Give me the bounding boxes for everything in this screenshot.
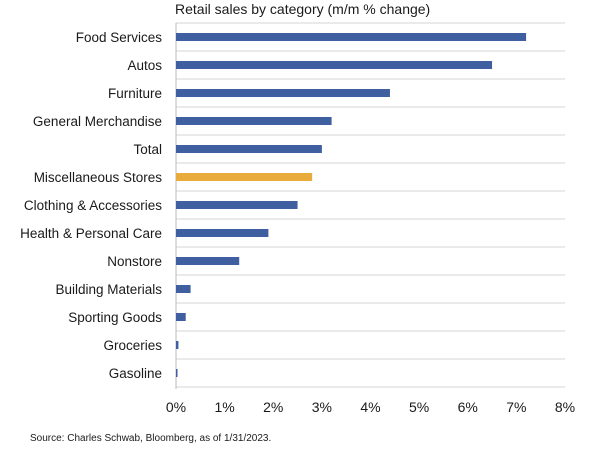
gridlines bbox=[175, 22, 565, 389]
chart-title: Retail sales by category (m/m % change) bbox=[175, 1, 430, 17]
category-label: Clothing & Accessories bbox=[24, 198, 162, 213]
category-label: Autos bbox=[127, 58, 162, 73]
category-label: Groceries bbox=[103, 338, 162, 353]
x-tick-label: 2% bbox=[263, 399, 283, 415]
x-tick-label: 1% bbox=[215, 399, 235, 415]
x-tick-label: 4% bbox=[360, 399, 380, 415]
bar bbox=[176, 313, 186, 321]
bar bbox=[176, 369, 178, 377]
bar bbox=[176, 33, 527, 41]
x-tick-label: 6% bbox=[458, 399, 478, 415]
x-tick-label: 7% bbox=[506, 399, 526, 415]
bar bbox=[176, 341, 179, 349]
bar bbox=[176, 285, 191, 293]
category-label: Miscellaneous Stores bbox=[34, 170, 163, 185]
x-tick-label: 3% bbox=[312, 399, 332, 415]
category-label: General Merchandise bbox=[33, 114, 162, 129]
x-axis-tick-labels: 0% 1% 2% 3% 4% 5% 6% 7% 8% bbox=[166, 399, 575, 415]
category-label: Sporting Goods bbox=[68, 310, 162, 325]
bar bbox=[176, 257, 240, 265]
bar bbox=[176, 201, 298, 209]
source-note: Source: Charles Schwab, Bloomberg, as of… bbox=[30, 433, 271, 444]
bar bbox=[176, 117, 332, 125]
bar bbox=[176, 145, 322, 153]
bar bbox=[176, 89, 390, 97]
bar bbox=[176, 173, 313, 181]
x-tick-label: 8% bbox=[555, 399, 575, 415]
x-tick-label: 0% bbox=[166, 399, 186, 415]
category-label: Total bbox=[133, 142, 162, 157]
category-labels: Food Services Autos Furniture General Merch… bbox=[20, 30, 162, 381]
x-tick-label: 5% bbox=[409, 399, 429, 415]
category-label: Nonstore bbox=[107, 254, 162, 269]
category-label: Building Materials bbox=[55, 282, 162, 297]
category-label: Food Services bbox=[76, 30, 163, 45]
category-label: Health & Personal Care bbox=[20, 226, 162, 241]
category-label: Gasoline bbox=[109, 366, 162, 381]
category-label: Furniture bbox=[108, 86, 162, 101]
bars bbox=[176, 33, 527, 377]
bar bbox=[176, 61, 493, 69]
bar bbox=[176, 229, 269, 237]
